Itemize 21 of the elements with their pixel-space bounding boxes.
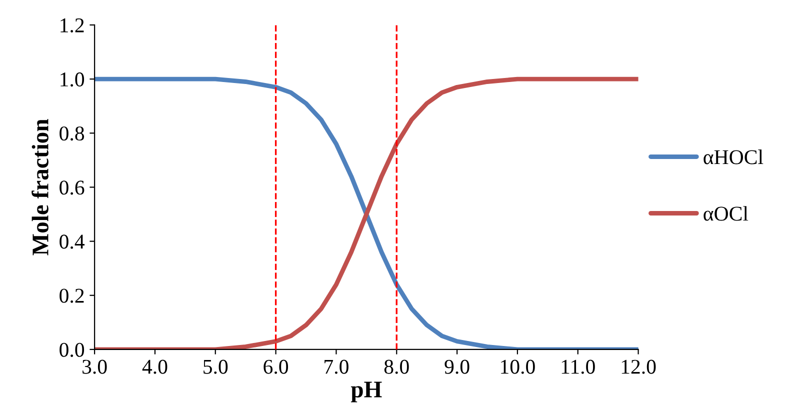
x-tick-label: 8.0 [384,360,409,374]
x-tick-label: 12.0 [622,360,656,374]
x-axis-title: pH [350,382,382,402]
x-tick-label: 6.0 [264,360,288,374]
y-tick-label: 1.0 [60,72,84,87]
y-axis-title: Mole fraction [32,119,48,256]
x-tick-label: 7.0 [324,360,348,374]
x-tick-label: 10.0 [501,360,535,374]
x-tick-label: 3.0 [82,360,107,374]
x-tick-label: 4.0 [142,360,168,374]
y-tick-label: 0.8 [60,126,84,141]
x-tick-label: 5.0 [204,360,228,374]
x-tick-label: 9.0 [444,360,470,374]
y-tick-label: 0.2 [60,288,84,303]
y-tick-label: 1.2 [60,18,84,32]
x-tick-label: 11.0 [562,360,595,374]
legend-label: αOCl [704,206,748,221]
y-tick-label: 0.4 [60,234,85,249]
legend-label: αHOCl [704,150,764,164]
y-tick-label: 0.0 [60,342,84,357]
y-tick-label: 0.6 [60,180,84,195]
